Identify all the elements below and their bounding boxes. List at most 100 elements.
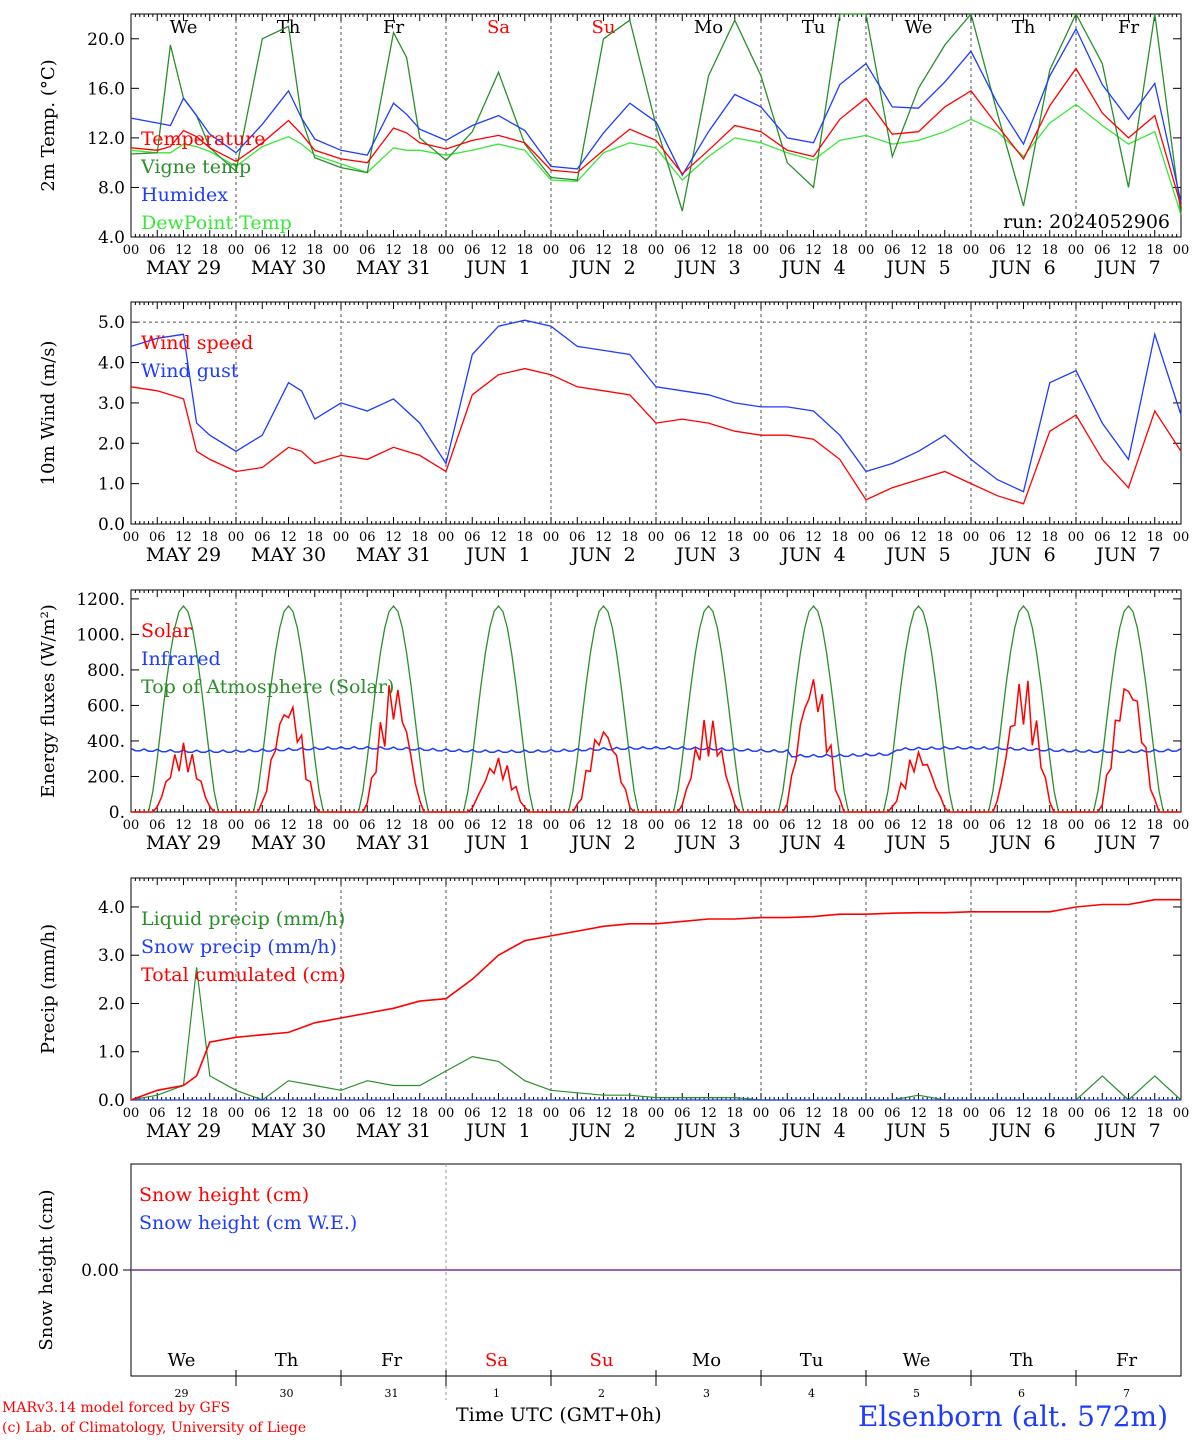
lab-credit: (c) Lab. of Climatology, University of L…: [2, 1420, 307, 1436]
hour-tick-label: 06: [569, 818, 586, 833]
hour-tick-label: 00: [648, 1106, 665, 1121]
hour-tick-label: 06: [989, 243, 1006, 258]
hour-tick-label: 00: [123, 1106, 140, 1121]
hour-tick-label: 18: [306, 530, 323, 545]
hour-tick-label: 06: [464, 1106, 481, 1121]
hour-tick-label: 06: [569, 243, 586, 258]
hour-tick-label: 12: [805, 818, 822, 833]
hour-tick-label: 06: [149, 530, 166, 545]
hour-tick-label: 06: [359, 818, 376, 833]
hour-tick-label: 18: [621, 1106, 638, 1121]
series-solar: [131, 679, 1181, 813]
panel-3: 00 06 12 18 00 06 12 18 00 06 12 18 00 06 12 18 00 06 12 18…: [38, 589, 1190, 854]
hour-tick-label: 00: [753, 530, 770, 545]
legend-entry: Wind gust: [141, 360, 239, 382]
hour-tick-label: 18: [621, 243, 638, 258]
series-wind-gust: [130, 319, 1182, 493]
hour-tick-label: 00: [753, 818, 770, 833]
date-label: MAY 31: [356, 1120, 431, 1142]
hour-tick-label: 06: [1094, 243, 1111, 258]
hour-tick-label: 18: [726, 530, 743, 545]
hour-tick-label: 06: [674, 243, 691, 258]
date-label: MAY 30: [251, 544, 326, 566]
hour-tick-label: 12: [910, 818, 927, 833]
y-tick-label: 3.0: [98, 946, 125, 966]
day-number-label: 2: [598, 1387, 605, 1400]
hour-tick-label: 12: [700, 1106, 717, 1121]
date-label: MAY 31: [356, 257, 431, 279]
hour-tick-label: 06: [1094, 818, 1111, 833]
hour-tick-label: 06: [254, 1106, 271, 1121]
day-number-label: 3: [703, 1387, 710, 1400]
hour-tick-label: 12: [280, 243, 297, 258]
series-total-cumulated-cm-: [130, 898, 1181, 1101]
panel-2: 00 06 12 18 00 06 12 18 00 06 12 18 00 06 12 18 00 06 12 18…: [38, 301, 1189, 566]
hour-tick-label: 06: [884, 1106, 901, 1121]
date-label: MAY 30: [251, 832, 326, 854]
hour-tick-label: 12: [1120, 818, 1137, 833]
hour-tick-label: 12: [490, 1106, 507, 1121]
hour-tick-label: 06: [149, 1106, 166, 1121]
hour-tick-label: 00: [963, 1106, 980, 1121]
y-tick-label: 0.0: [98, 515, 125, 535]
hour-tick-label: 18: [936, 1106, 953, 1121]
hour-tick-label: 12: [175, 243, 192, 258]
y-tick-label: 3.0: [98, 394, 125, 414]
hour-tick-label: 06: [989, 818, 1006, 833]
y-tick-label: 1.0: [98, 1043, 125, 1063]
hour-tick-label: 00: [753, 243, 770, 258]
date-label: JUN 3: [674, 544, 740, 566]
hour-tick-label: 00: [858, 1106, 875, 1121]
hour-tick-label: 06: [359, 243, 376, 258]
hour-tick-label: 18: [1041, 530, 1058, 545]
date-label: JUN 7: [1094, 544, 1160, 566]
hour-tick-label: 12: [595, 818, 612, 833]
hour-tick-label: 12: [175, 1106, 192, 1121]
y-tick-label: 1000.: [76, 625, 125, 645]
series-humidex: [130, 27, 1182, 203]
legend-entry: Top of Atmosphere (Solar): [141, 676, 394, 698]
y-tick-label: 16.0: [87, 79, 125, 99]
hour-tick-label: 06: [569, 1106, 586, 1121]
series-top-of-atmosphere-solar: [131, 604, 1181, 813]
date-label: JUN 6: [989, 544, 1055, 566]
hour-tick-label: 00: [1173, 818, 1190, 833]
hour-tick-label: 18: [201, 1106, 218, 1121]
y-tick-label: 2.0: [98, 434, 125, 454]
weekday-label: We: [168, 1350, 196, 1371]
date-label: JUN 6: [989, 832, 1055, 854]
hour-tick-label: 18: [411, 1106, 428, 1121]
hour-tick-label: 18: [1146, 1106, 1163, 1121]
run-label: run: 2024052906: [1003, 211, 1170, 233]
hour-tick-label: 18: [516, 530, 533, 545]
hour-tick-label: 00: [123, 530, 140, 545]
hour-tick-label: 00: [648, 818, 665, 833]
hour-tick-label: 12: [385, 243, 402, 258]
hour-tick-label: 18: [1146, 243, 1163, 258]
date-label: JUN 5: [884, 257, 950, 279]
legend-entry: Humidex: [141, 184, 228, 206]
y-tick-label: 0.: [109, 803, 125, 823]
day-number-label: 29: [175, 1387, 189, 1400]
date-label: JUN 5: [884, 832, 950, 854]
hour-tick-label: 00: [1068, 530, 1085, 545]
hour-tick-label: 00: [333, 243, 350, 258]
hour-tick-label: 12: [490, 243, 507, 258]
series-wind-speed: [130, 367, 1182, 505]
day-number-label: 31: [385, 1387, 399, 1400]
hour-tick-label: 06: [884, 243, 901, 258]
legend-entry: Snow precip (mm/h): [141, 936, 337, 958]
hour-tick-label: 00: [543, 1106, 560, 1121]
hour-tick-label: 06: [674, 1106, 691, 1121]
hour-tick-label: 00: [963, 530, 980, 545]
hour-tick-label: 06: [359, 530, 376, 545]
y-axis-title: Snow height (cm): [36, 1189, 57, 1350]
hour-tick-label: 00: [963, 818, 980, 833]
hour-tick-label: 06: [779, 818, 796, 833]
hour-tick-label: 18: [411, 818, 428, 833]
y-tick-label: 2.0: [98, 994, 125, 1014]
hour-tick-label: 18: [201, 818, 218, 833]
hour-tick-label: 18: [726, 1106, 743, 1121]
hour-tick-label: 00: [438, 1106, 455, 1121]
hour-tick-label: 18: [936, 243, 953, 258]
